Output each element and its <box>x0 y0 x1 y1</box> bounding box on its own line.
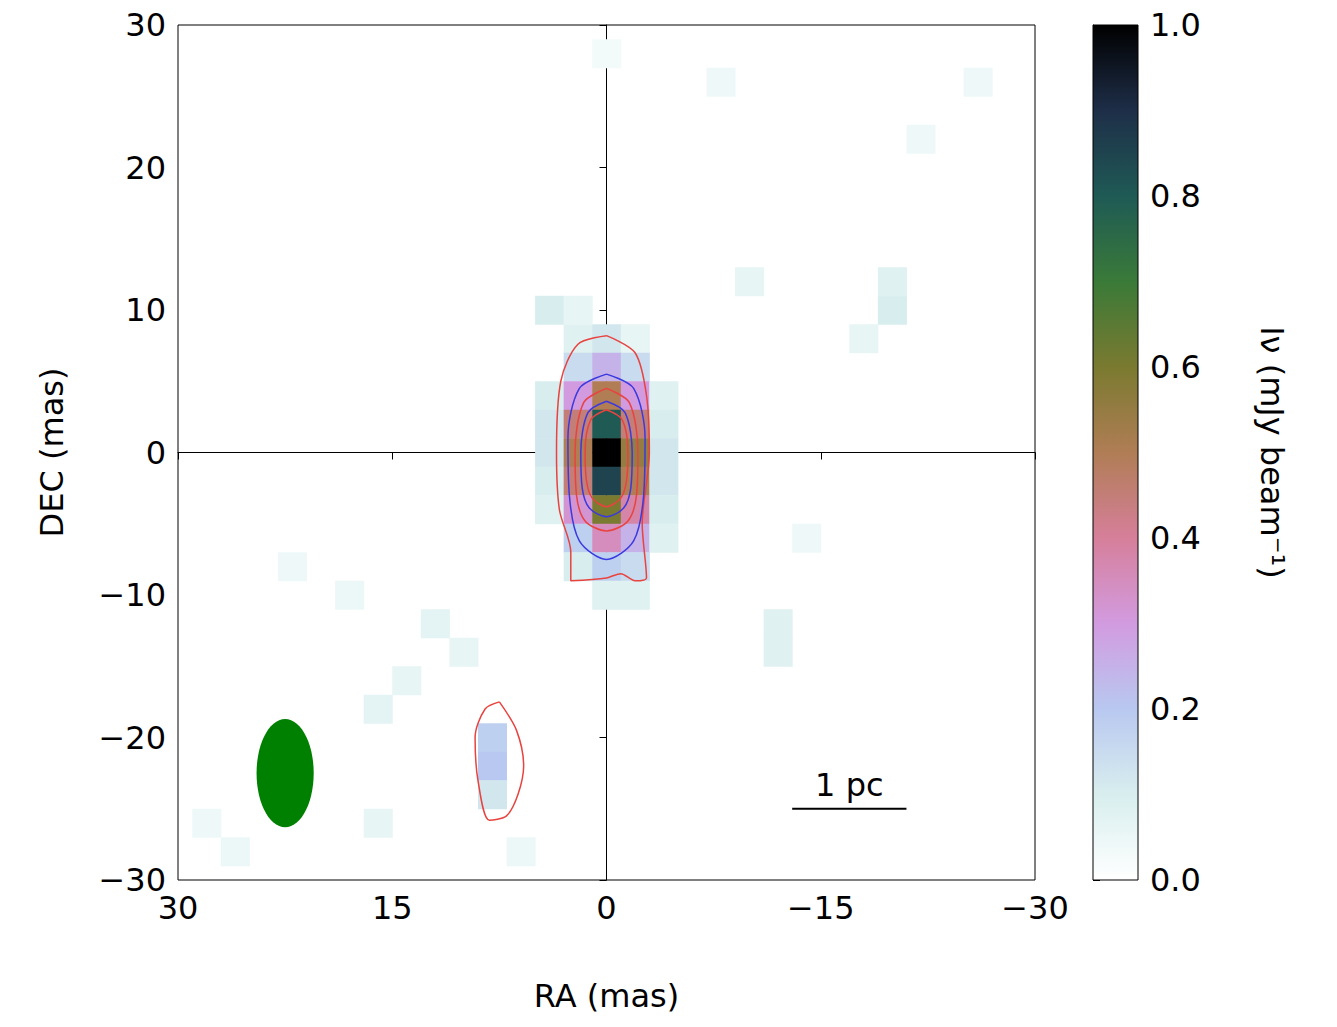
svg-text:0.4: 0.4 <box>1150 519 1201 557</box>
svg-text:DEC (mas): DEC (mas) <box>33 368 71 538</box>
svg-text:−15: −15 <box>787 889 855 927</box>
svg-text:30: 30 <box>158 889 199 927</box>
svg-text:10: 10 <box>125 291 166 329</box>
svg-text:0.2: 0.2 <box>1150 690 1201 728</box>
svg-text:15: 15 <box>372 889 413 927</box>
svg-text:Iν (mJy beam⁻¹): Iν (mJy beam⁻¹) <box>1253 326 1291 579</box>
svg-text:0.8: 0.8 <box>1150 177 1201 215</box>
svg-text:RA (mas): RA (mas) <box>534 977 679 1015</box>
svg-text:−20: −20 <box>98 719 166 757</box>
svg-text:−30: −30 <box>1001 889 1069 927</box>
svg-text:20: 20 <box>125 149 166 187</box>
svg-text:30: 30 <box>125 6 166 44</box>
svg-text:−10: −10 <box>98 576 166 614</box>
svg-text:−30: −30 <box>98 861 166 899</box>
svg-text:0: 0 <box>146 434 166 472</box>
svg-text:0: 0 <box>596 889 616 927</box>
svg-text:1 pc: 1 pc <box>815 766 883 804</box>
svg-text:1.0: 1.0 <box>1150 6 1201 44</box>
svg-text:0.6: 0.6 <box>1150 348 1201 386</box>
svg-text:0.0: 0.0 <box>1150 861 1201 899</box>
